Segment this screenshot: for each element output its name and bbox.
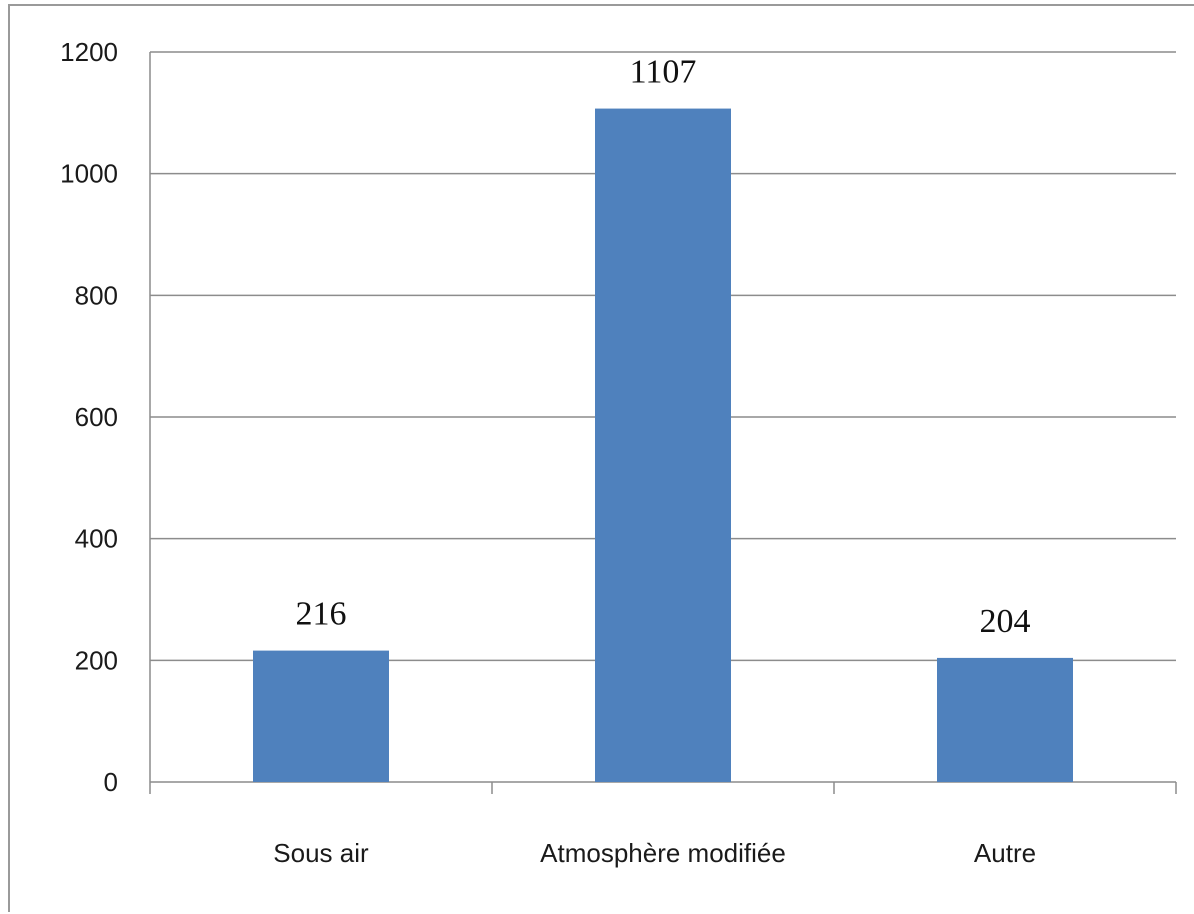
category-label: Autre [974, 838, 1036, 868]
y-tick-label: 200 [75, 645, 118, 675]
data-label: 204 [980, 603, 1031, 640]
data-label: 1107 [630, 54, 697, 91]
y-tick-labels: 0 200 400 600 800 1000 1200 [60, 37, 118, 797]
y-tick-label: 1000 [60, 159, 118, 189]
y-tick-label: 1200 [60, 37, 118, 67]
data-labels: 216 1107 204 [296, 54, 1031, 640]
category-labels: Sous air Atmosphère modifiée Autre [273, 838, 1036, 868]
category-label: Atmosphère modifiée [540, 838, 786, 868]
y-tick-label: 600 [75, 402, 118, 432]
bar [595, 108, 731, 782]
y-tick-label: 400 [75, 524, 118, 554]
y-tick-label: 0 [104, 767, 118, 797]
chart-frame [8, 4, 1194, 912]
bars [253, 108, 1073, 782]
bar [937, 657, 1073, 782]
category-label: Sous air [273, 838, 369, 868]
data-label: 216 [296, 596, 347, 633]
bar [253, 650, 389, 782]
y-tick-label: 800 [75, 280, 118, 310]
